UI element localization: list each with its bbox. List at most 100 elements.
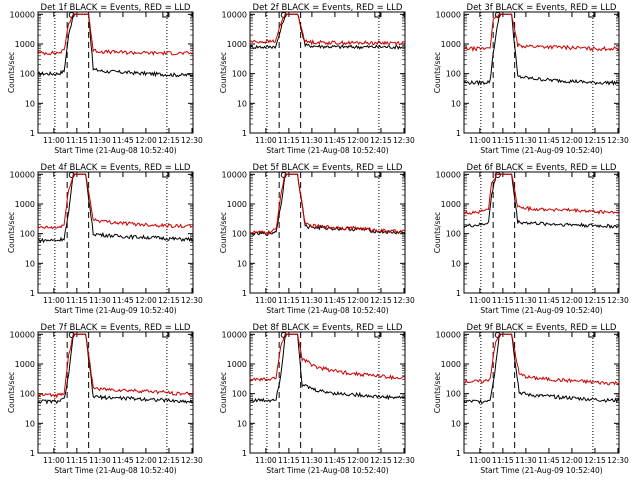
- panel-title: Det 6f BLACK = Events, RED = LLD: [467, 163, 617, 173]
- x-tick-label: 11:30: [301, 136, 323, 145]
- x-tick-label: 12:00: [347, 296, 369, 305]
- events-series-line: [249, 13, 406, 50]
- panel-title: Det 9f BLACK = Events, RED = LLD: [467, 323, 617, 333]
- y-tick-label: 10000: [222, 170, 247, 179]
- panel-6: Det 6f BLACK = Events, RED = LLD 1 10 100 10…: [433, 163, 629, 315]
- y-tick-label: 100: [446, 230, 461, 239]
- panel-title: Det 7f BLACK = Events, RED = LLD: [41, 323, 191, 333]
- panel-7: Det 7f BLACK = Events, RED = LLD 1 10 100 10…: [7, 323, 203, 475]
- events-series-line: [249, 333, 405, 403]
- x-tick-label: 12:00: [561, 296, 583, 305]
- x-tick-label: 12:30: [181, 456, 203, 465]
- y-tick-label: 1: [242, 289, 247, 298]
- x-tick-label: 11:15: [278, 456, 300, 465]
- x-tick-label: 11:45: [538, 296, 560, 305]
- marker-square: [588, 11, 595, 18]
- lld-series-line: [463, 333, 620, 386]
- x-tick-label: 12:15: [158, 136, 180, 145]
- y-tick-label: 10: [25, 419, 35, 428]
- panel-title: Det 2f BLACK = Events, RED = LLD: [253, 3, 403, 13]
- events-series-line: [463, 173, 620, 229]
- x-tick-label: 12:00: [135, 296, 157, 305]
- x-tick-label: 12:15: [158, 296, 180, 305]
- y-tick-label: 1: [30, 129, 35, 138]
- x-axis-label: Start Time (21-Aug-08 10:52:40): [266, 146, 388, 155]
- plot-frame: [249, 11, 406, 134]
- y-tick-label: 1000: [227, 200, 247, 209]
- x-tick-label: 11:45: [112, 296, 134, 305]
- events-series-line: [463, 13, 620, 87]
- x-tick-label: 11:30: [301, 456, 323, 465]
- plot-frame: [37, 331, 194, 454]
- panel-title: Det 3f BLACK = Events, RED = LLD: [467, 3, 617, 13]
- lld-series-line: [37, 13, 194, 56]
- marker-square: [588, 171, 595, 178]
- x-tick-label: 11:45: [324, 296, 346, 305]
- x-tick-label: 12:30: [607, 136, 629, 145]
- x-axis-label: Start Time (21-Aug-09 10:52:40): [480, 466, 602, 475]
- events-series-line: [249, 173, 406, 237]
- x-tick-label: 11:00: [255, 456, 277, 465]
- x-tick-label: 11:15: [66, 136, 88, 145]
- y-tick-label: 1: [456, 129, 461, 138]
- x-tick-label: 12:15: [370, 456, 392, 465]
- x-axis-label: Start Time (21-Aug-08 10:52:40): [54, 146, 176, 155]
- y-tick-label: 10000: [10, 170, 35, 179]
- y-tick-label: 1: [30, 289, 35, 298]
- x-tick-label: 12:15: [370, 296, 392, 305]
- x-tick-label: 12:00: [135, 456, 157, 465]
- y-axis-label: Counts/sec: [219, 212, 228, 253]
- y-tick-label: 1000: [227, 360, 247, 369]
- plot-frame: [463, 171, 620, 294]
- x-tick-label: 11:45: [538, 136, 560, 145]
- panel-3: Det 3f BLACK = Events, RED = LLD 1 10 100 10…: [433, 3, 629, 155]
- y-tick-label: 10: [237, 99, 247, 108]
- x-tick-label: 11:15: [66, 456, 88, 465]
- y-tick-label: 100: [20, 70, 35, 79]
- marker-circle: [68, 172, 75, 178]
- y-tick-label: 10000: [436, 10, 461, 19]
- y-tick-label: 1: [456, 289, 461, 298]
- y-axis-label: Counts/sec: [433, 372, 442, 413]
- y-tick-label: 10: [451, 259, 461, 268]
- marker-square: [162, 331, 169, 338]
- marker-square: [162, 171, 169, 178]
- y-tick-label: 10: [25, 259, 35, 268]
- x-tick-label: 12:15: [370, 136, 392, 145]
- lld-series-line: [463, 13, 620, 53]
- panel-title: Det 1f BLACK = Events, RED = LLD: [41, 3, 191, 13]
- x-tick-label: 12:00: [561, 456, 583, 465]
- y-tick-label: 10000: [222, 10, 247, 19]
- x-tick-label: 12:30: [607, 296, 629, 305]
- x-tick-label: 11:00: [469, 136, 491, 145]
- y-tick-label: 1000: [441, 200, 461, 209]
- y-axis-label: Counts/sec: [7, 372, 16, 413]
- x-tick-label: 11:00: [43, 456, 65, 465]
- x-tick-label: 11:45: [324, 456, 346, 465]
- x-tick-label: 12:00: [561, 136, 583, 145]
- x-tick-label: 12:30: [607, 456, 629, 465]
- y-tick-label: 1000: [15, 360, 35, 369]
- events-series-line: [37, 333, 194, 405]
- lld-series-line: [249, 333, 406, 382]
- x-tick-label: 12:15: [584, 136, 606, 145]
- x-tick-label: 11:30: [89, 296, 111, 305]
- y-tick-label: 100: [20, 230, 35, 239]
- lld-series-line: [37, 173, 194, 230]
- y-tick-label: 1: [242, 129, 247, 138]
- panel-4: Det 4f BLACK = Events, RED = LLD 1 10 100 10…: [7, 163, 203, 315]
- events-series-line: [37, 173, 194, 244]
- x-tick-label: 11:45: [112, 456, 134, 465]
- panel-1: Det 1f BLACK = Events, RED = LLD 1 10 100 10…: [7, 3, 203, 155]
- y-tick-label: 100: [232, 230, 247, 239]
- x-tick-label: 12:30: [393, 456, 415, 465]
- x-tick-label: 11:30: [515, 136, 537, 145]
- marker-circle: [494, 172, 501, 178]
- x-tick-label: 12:30: [181, 136, 203, 145]
- y-tick-label: 1: [456, 449, 461, 458]
- x-tick-label: 11:15: [492, 136, 514, 145]
- x-tick-label: 11:00: [255, 136, 277, 145]
- y-axis-label: Counts/sec: [219, 372, 228, 413]
- panel-title: Det 5f BLACK = Events, RED = LLD: [253, 163, 403, 173]
- lld-series-line: [249, 173, 406, 236]
